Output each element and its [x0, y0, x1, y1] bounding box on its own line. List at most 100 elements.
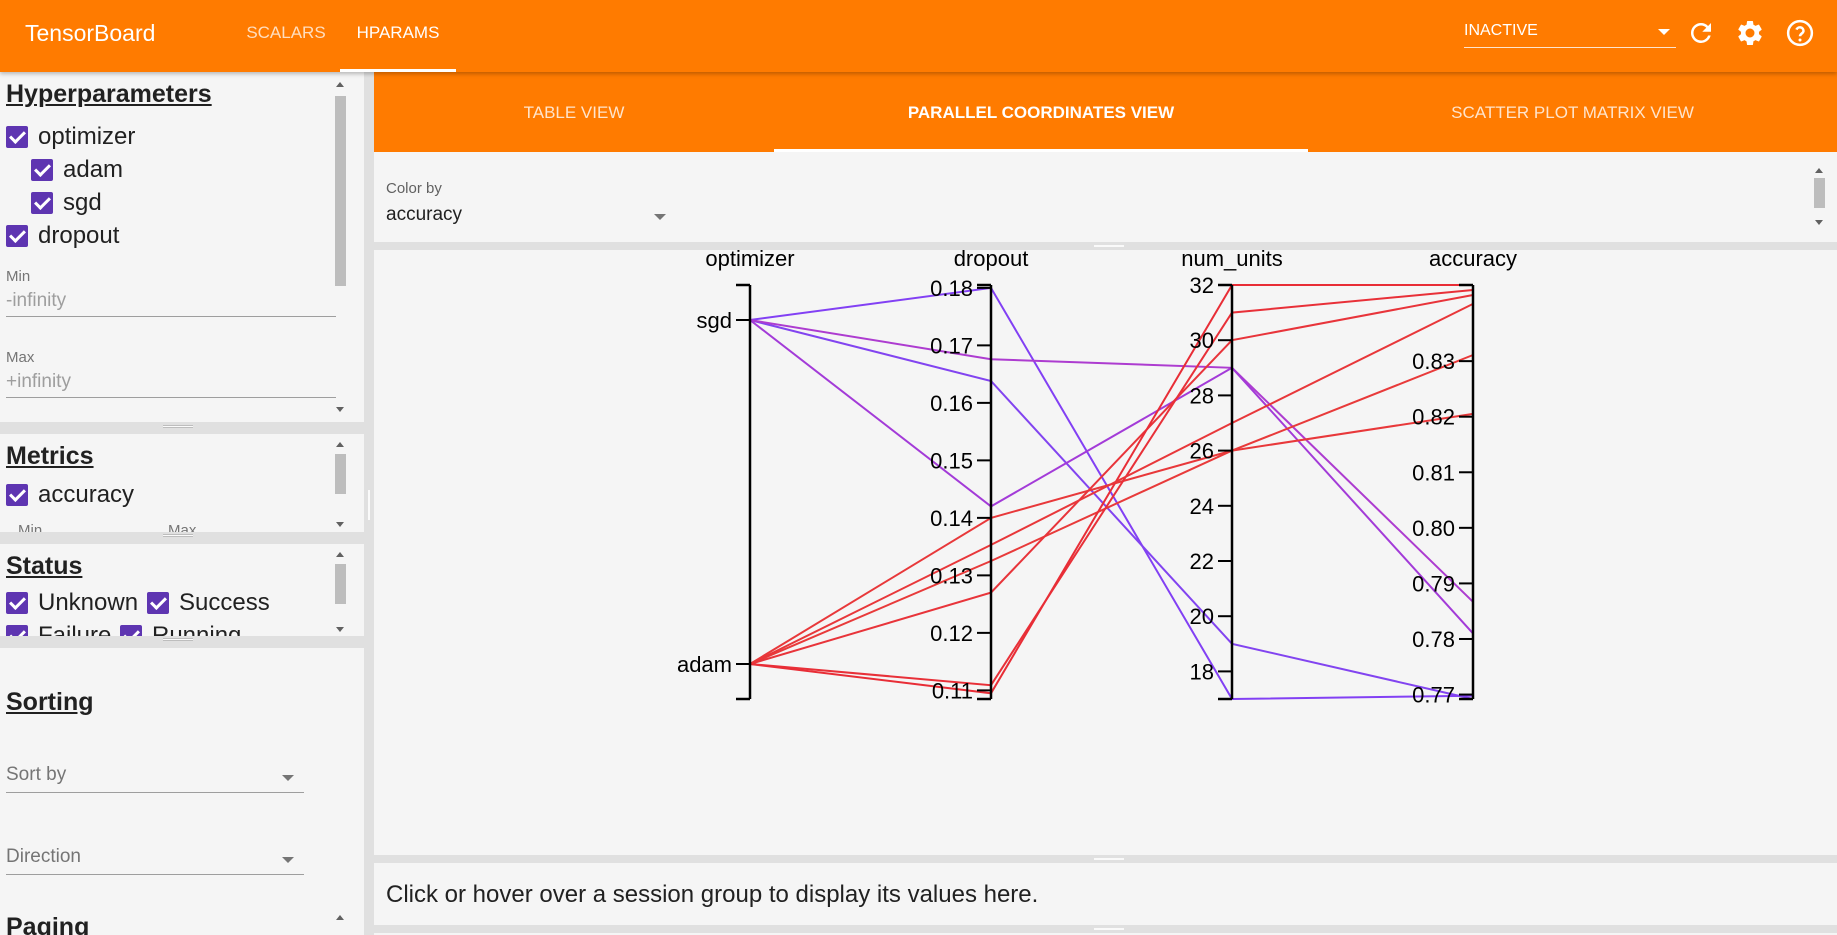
color-by-value: accuracy	[386, 204, 463, 225]
metrics-scrollbar[interactable]	[334, 442, 346, 528]
pane-resize-handle[interactable]	[374, 855, 1837, 863]
tick-label: 30	[1190, 328, 1214, 353]
checkbox-checked-icon[interactable]	[6, 484, 28, 506]
axis-title-accuracy: accuracy	[1429, 250, 1517, 271]
accuracy-min-label: Min	[18, 522, 43, 532]
tab-scatter-plot-matrix-view[interactable]: SCATTER PLOT MATRIX VIEW	[1451, 103, 1694, 122]
direction-placeholder: Direction	[6, 846, 81, 867]
run-status-value: INACTIVE	[1464, 22, 1538, 39]
checkbox-checked-icon[interactable]	[147, 592, 169, 614]
hyperparameters-scrollbar[interactable]	[334, 82, 346, 412]
sidebar-resize-divider[interactable]	[364, 72, 374, 935]
accuracy-checkbox-row[interactable]: accuracy	[6, 480, 134, 510]
scroll-up-icon[interactable]	[336, 552, 344, 557]
axis-title-num_units: num_units	[1181, 250, 1283, 271]
tick-label: 0.78	[1412, 627, 1455, 652]
parallel-coordinates-svg[interactable]: optimizer sgd adam dropout 0.18 0.17 0.16 0.15 0…	[374, 246, 1837, 855]
settings-icon[interactable]	[1735, 18, 1765, 48]
hyperparameters-title: Hyperparameters	[6, 80, 212, 108]
color-by-panel: Color by accuracy	[374, 152, 1837, 242]
adam-label: adam	[63, 156, 124, 183]
checkbox-checked-icon[interactable]	[31, 159, 53, 181]
panel-resize-handle[interactable]	[163, 638, 193, 641]
tab-parallel-coordinates-view[interactable]: PARALLEL COORDINATES VIEW	[774, 72, 1308, 152]
session-line-7	[749, 289, 1474, 687]
tab-table-view[interactable]: TABLE VIEW	[523, 103, 625, 122]
status-panel: Status Unknown Success Failure Running	[0, 544, 364, 636]
tab-hparams[interactable]: HPARAMS	[340, 0, 456, 72]
axis-title-dropout: dropout	[954, 250, 1029, 271]
session-info-panel: Click or hover over a session group to d…	[374, 865, 1837, 925]
tab-scalars[interactable]: SCALARS	[246, 23, 326, 42]
tick-label: 0.16	[930, 391, 973, 416]
checkbox-checked-icon[interactable]	[6, 592, 28, 614]
pane-resize-handle[interactable]	[374, 925, 1837, 933]
scroll-thumb[interactable]	[335, 96, 346, 286]
panel-resize-handle[interactable]	[163, 425, 193, 428]
color-by-label: Color by	[386, 180, 442, 197]
scroll-down-icon[interactable]	[336, 407, 344, 412]
session-line-0	[749, 286, 1474, 701]
scroll-up-icon[interactable]	[336, 915, 344, 920]
checkbox-checked-icon[interactable]	[6, 625, 28, 636]
scroll-up-icon[interactable]	[1815, 168, 1823, 173]
tick-label: sgd	[697, 308, 732, 333]
scroll-down-icon[interactable]	[1815, 220, 1823, 225]
paging-scrollbar[interactable]	[334, 915, 346, 935]
run-status-select[interactable]: INACTIVE	[1464, 18, 1676, 48]
scroll-thumb[interactable]	[1814, 178, 1825, 208]
help-icon[interactable]	[1785, 18, 1815, 48]
sorting-title: Sorting	[6, 688, 94, 716]
tick-label: 0.15	[930, 448, 973, 473]
scroll-up-icon[interactable]	[336, 82, 344, 87]
refresh-icon[interactable]	[1686, 18, 1716, 48]
chevron-down-icon	[282, 775, 294, 781]
status-title: Status	[6, 552, 83, 580]
pane-resize-handle[interactable]	[374, 242, 1837, 250]
brand-title: TensorBoard	[25, 20, 156, 46]
tick-label: 0.82	[1412, 405, 1455, 430]
scroll-thumb[interactable]	[335, 454, 346, 494]
session-line-2	[749, 319, 1474, 603]
divider-grip	[368, 490, 370, 520]
status-success-checkbox[interactable]: Success	[147, 588, 270, 618]
scroll-up-icon[interactable]	[336, 442, 344, 447]
checkbox-checked-icon[interactable]	[120, 625, 142, 636]
dropout-checkbox-row[interactable]: dropout	[6, 221, 119, 251]
session-line-5	[749, 354, 1474, 665]
checkbox-checked-icon[interactable]	[6, 126, 28, 148]
color-by-select[interactable]: accuracy	[386, 204, 676, 230]
status-running-checkbox[interactable]: Running	[120, 621, 241, 636]
optimizer-checkbox-row[interactable]: optimizer	[6, 122, 135, 152]
color-by-scrollbar[interactable]	[1813, 168, 1825, 228]
tick-label: 0.18	[930, 276, 973, 301]
status-unknown-checkbox[interactable]: Unknown	[6, 588, 138, 618]
scroll-thumb[interactable]	[335, 564, 346, 604]
paging-panel: Paging	[0, 907, 364, 935]
tick-label: 0.81	[1412, 460, 1455, 485]
checkbox-checked-icon[interactable]	[31, 192, 53, 214]
status-scrollbar[interactable]	[334, 552, 346, 632]
divider-grip	[1094, 245, 1124, 247]
tick-label: 0.79	[1412, 571, 1455, 596]
status-failure-checkbox[interactable]: Failure	[6, 621, 111, 636]
panel-resize-handle[interactable]	[163, 534, 193, 537]
adam-checkbox-row[interactable]: adam	[31, 155, 123, 185]
top-toolbar: TensorBoard SCALARS HPARAMS INACTIVE	[0, 0, 1837, 72]
dropout-min-input[interactable]: -infinity	[6, 287, 336, 317]
scroll-down-icon[interactable]	[336, 627, 344, 632]
scroll-down-icon[interactable]	[336, 522, 344, 527]
status-running-label: Running	[152, 622, 242, 636]
session-line-9	[749, 303, 1474, 665]
sort-by-select[interactable]: Sort by	[6, 761, 304, 793]
sgd-checkbox-row[interactable]: sgd	[31, 188, 102, 218]
checkbox-checked-icon[interactable]	[6, 225, 28, 247]
dropout-max-input[interactable]: +infinity	[6, 368, 336, 398]
sort-by-placeholder: Sort by	[6, 764, 67, 785]
sorting-panel	[0, 648, 364, 935]
parallel-coordinates-chart[interactable]: optimizer sgd adam dropout 0.18 0.17 0.16 0.15 0…	[374, 246, 1837, 855]
session-info-text: Click or hover over a session group to d…	[386, 881, 1039, 908]
tick-label: 26	[1190, 439, 1214, 464]
direction-select[interactable]: Direction	[6, 843, 304, 875]
